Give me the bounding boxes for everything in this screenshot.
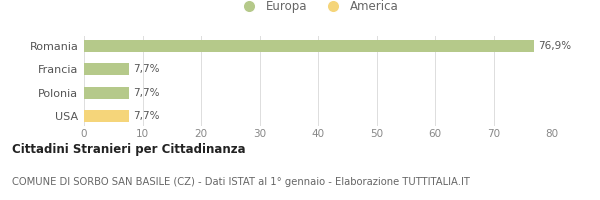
Text: 7,7%: 7,7% bbox=[133, 64, 160, 74]
Bar bbox=[84, 63, 129, 75]
Legend: Europa, America: Europa, America bbox=[233, 0, 403, 18]
Text: 76,9%: 76,9% bbox=[538, 41, 571, 51]
Bar bbox=[84, 110, 129, 122]
Bar bbox=[84, 40, 534, 52]
Text: 7,7%: 7,7% bbox=[133, 88, 160, 98]
Text: 7,7%: 7,7% bbox=[133, 111, 160, 121]
Bar bbox=[84, 87, 129, 99]
Text: COMUNE DI SORBO SAN BASILE (CZ) - Dati ISTAT al 1° gennaio - Elaborazione TUTTIT: COMUNE DI SORBO SAN BASILE (CZ) - Dati I… bbox=[12, 177, 470, 187]
Text: Cittadini Stranieri per Cittadinanza: Cittadini Stranieri per Cittadinanza bbox=[12, 143, 245, 156]
